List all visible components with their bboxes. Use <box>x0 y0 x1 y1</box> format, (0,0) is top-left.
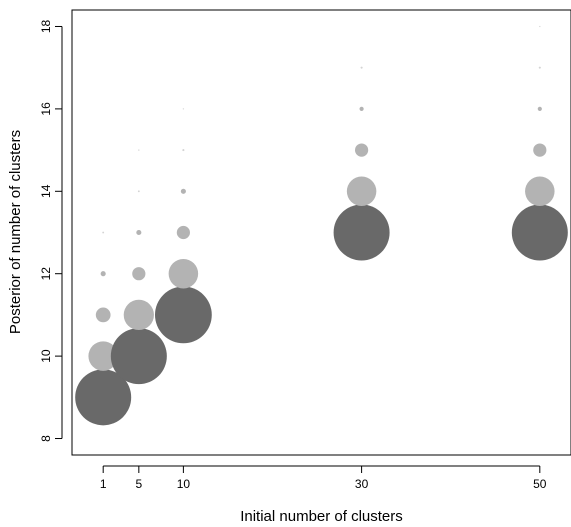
bubble-point <box>138 149 140 151</box>
y-tick-label: 16 <box>39 102 53 116</box>
x-tick-label: 1 <box>100 477 107 491</box>
x-tick-label: 30 <box>355 477 369 491</box>
bubble-point <box>137 190 140 193</box>
bubble-point <box>102 231 105 234</box>
x-tick-label: 50 <box>533 477 547 491</box>
bubble-point <box>539 25 541 28</box>
bubble-point <box>182 149 185 152</box>
bubble-point <box>132 267 146 281</box>
bubble-point <box>533 143 547 157</box>
bubble-point <box>511 204 568 261</box>
y-tick-label: 10 <box>39 349 53 363</box>
bubble-point <box>110 328 167 385</box>
x-axis: 1 5 10 30 50 <box>100 465 547 491</box>
y-tick-label: 12 <box>39 267 53 281</box>
bubble-point <box>176 225 190 240</box>
bubble-point <box>180 188 186 194</box>
bubble-point <box>182 108 185 110</box>
y-axis-title: Posterior of number of clusters <box>7 130 24 334</box>
bubble-point <box>346 176 377 207</box>
bubble-point <box>154 286 212 344</box>
x-axis-title: Initial number of clusters <box>240 508 403 525</box>
bubble-point <box>525 176 555 207</box>
bubble-point <box>136 229 142 236</box>
bubble-point <box>168 258 199 289</box>
bubble-point <box>538 66 541 69</box>
y-axis: 8 10 12 14 16 18 <box>39 19 63 442</box>
bubble-point <box>359 106 364 111</box>
bubble-point <box>75 369 132 426</box>
y-tick-label: 18 <box>39 19 53 33</box>
bubble-point <box>537 106 542 111</box>
y-tick-label: 14 <box>39 184 53 198</box>
bubble-point <box>360 66 363 69</box>
x-tick-label: 5 <box>135 477 142 491</box>
bubble-point <box>123 299 154 331</box>
bubble-point <box>95 307 111 323</box>
bubble-point <box>333 204 390 261</box>
bubble-point <box>354 143 369 157</box>
bubble-point <box>88 341 118 371</box>
x-tick-label: 10 <box>177 477 191 491</box>
plot-frame <box>71 9 571 456</box>
y-tick-label: 8 <box>39 435 53 442</box>
bubble-layer <box>75 25 568 426</box>
bubble-point <box>100 271 106 277</box>
